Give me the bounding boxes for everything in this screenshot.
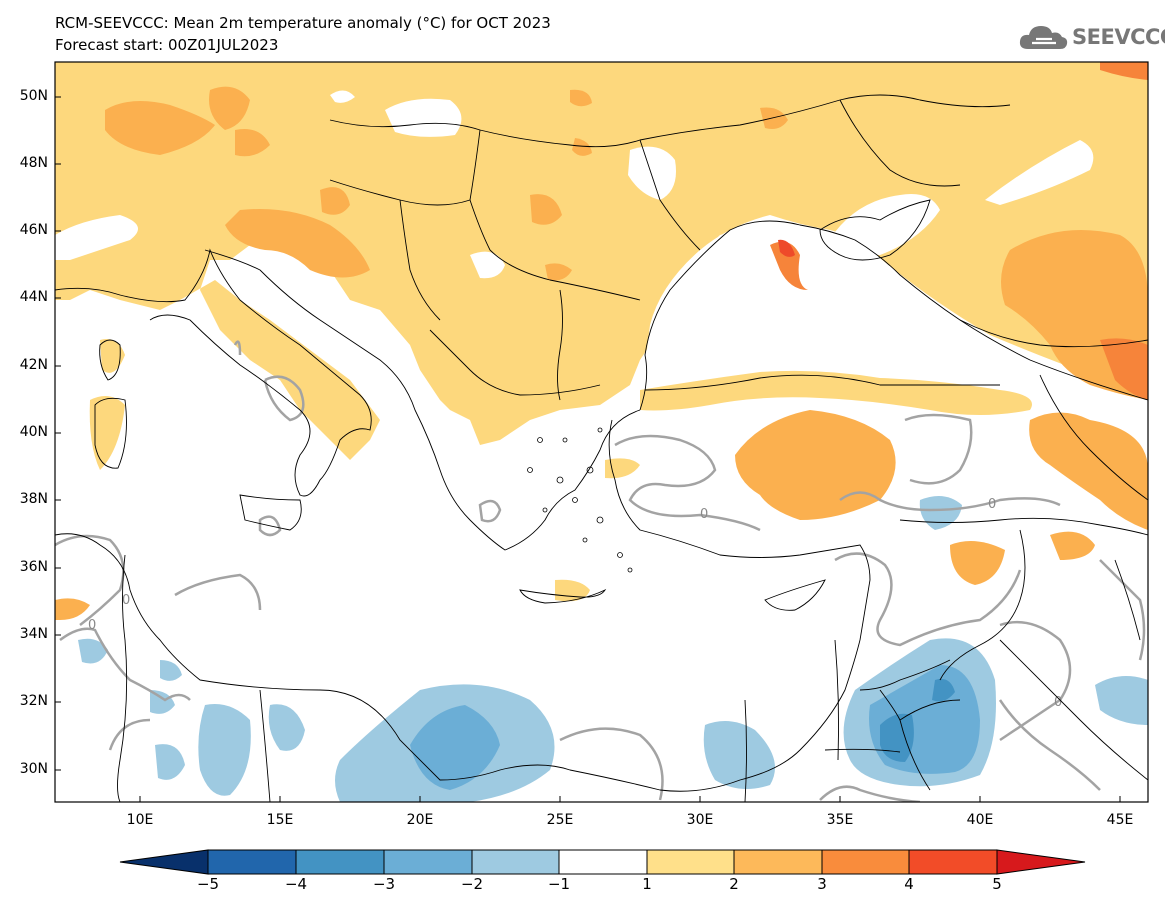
- neutral-gap: [470, 251, 505, 279]
- colorbar-label: 2: [729, 875, 739, 893]
- colorbar-segment: [733, 849, 823, 875]
- axis-ticks: [55, 96, 1121, 802]
- warm-anomaly-region-north: [55, 62, 1148, 460]
- lon-label: 35E: [826, 812, 854, 828]
- colorbar-segment: [295, 849, 385, 875]
- coastlines-and-borders: [55, 94, 1148, 802]
- colorbar-label: 3: [817, 875, 827, 893]
- colorbar-label: −4: [284, 875, 308, 893]
- lat-label: 30N: [19, 761, 48, 777]
- lat-label: 36N: [19, 559, 48, 575]
- lon-label: 25E: [546, 812, 574, 828]
- black-sea: [645, 215, 1148, 405]
- colorbar-label: −3: [372, 875, 396, 893]
- lat-label: 46N: [19, 222, 48, 238]
- contour-label: 0: [700, 507, 708, 522]
- neutral-gap: [628, 146, 676, 200]
- lon-label: 15E: [266, 812, 294, 828]
- colorbar-label: −1: [547, 875, 571, 893]
- colorbar-segment: [996, 849, 1086, 875]
- colorbar-label: 5: [992, 875, 1002, 893]
- aegean-islands: [527, 427, 633, 573]
- map-frame: [54, 61, 1149, 803]
- colorbar-segment: [821, 849, 910, 875]
- contour-label: 0: [988, 497, 996, 512]
- colorbar-label: −5: [196, 875, 220, 893]
- contour-label: 0: [88, 618, 96, 633]
- lat-label: 42N: [19, 357, 48, 373]
- lon-label: 40E: [966, 812, 994, 828]
- forecast-start-subtitle: Forecast start: 00Z01JUL2023: [55, 36, 279, 54]
- colorbar-segment: [119, 849, 209, 875]
- colorbar-segment: [908, 849, 998, 875]
- lat-label: 40N: [19, 424, 48, 440]
- lat-label: 32N: [19, 693, 48, 709]
- colorbar-segment: [471, 849, 560, 875]
- colorbar-segment: [383, 849, 473, 875]
- lat-label: 34N: [19, 626, 48, 642]
- warm-anomaly-3-4: [770, 62, 1148, 400]
- colorbar-segment: [207, 849, 297, 875]
- lon-label: 45E: [1106, 812, 1134, 828]
- lon-label: 10E: [126, 812, 154, 828]
- contour-label: 0: [122, 593, 130, 608]
- colorbar-label: 1: [642, 875, 652, 893]
- zero-contours: [55, 340, 1146, 802]
- lat-label: 44N: [19, 289, 48, 305]
- lat-label: 38N: [19, 491, 48, 507]
- lat-label: 48N: [19, 155, 48, 171]
- lon-label: 30E: [686, 812, 714, 828]
- logo-text: SEEVCCC: [1072, 25, 1165, 49]
- cool-anomaly-3-4: [880, 678, 955, 762]
- colorbar-segment: [646, 849, 735, 875]
- contour-label: 0: [1054, 695, 1062, 710]
- map-title: RCM-SEEVCCC: Mean 2m temperature anomaly…: [55, 14, 551, 32]
- warm-anomaly-4-5: [778, 239, 795, 257]
- neutral-gap: [55, 215, 138, 260]
- neutral-gap: [985, 140, 1094, 205]
- lat-label: 50N: [19, 88, 48, 104]
- neutral-gap: [385, 98, 462, 137]
- colorbar: [119, 849, 1086, 875]
- neutral-gap: [330, 90, 355, 103]
- lon-label: 20E: [406, 812, 434, 828]
- colorbar-segment: [558, 849, 648, 875]
- cloud-icon: [1019, 26, 1068, 49]
- colorbar-label: 4: [904, 875, 914, 893]
- colorbar-label: −2: [460, 875, 484, 893]
- seevccc-logo: SEEVCCC: [1018, 22, 1165, 52]
- crimea-land: [835, 194, 940, 255]
